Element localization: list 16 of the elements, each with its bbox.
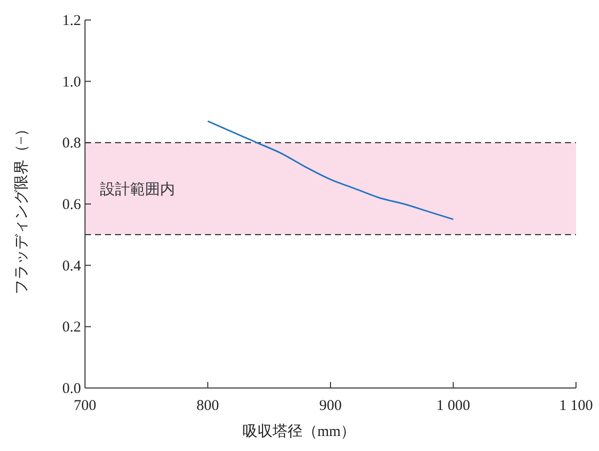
y-tick-label: 0.4 bbox=[62, 258, 82, 274]
line-series bbox=[207, 120, 454, 220]
x-tick-label: 700 bbox=[74, 398, 96, 414]
y-tick-label: 1.2 bbox=[62, 13, 81, 29]
x-tick-label: 900 bbox=[319, 398, 342, 414]
band-label: 設計範囲内 bbox=[100, 180, 175, 198]
x-tick-label: 1 100 bbox=[559, 398, 593, 414]
y-tick-label: 0.8 bbox=[62, 136, 81, 152]
y-tick-label: 0.0 bbox=[62, 381, 81, 397]
x-tick-label: 1 000 bbox=[436, 398, 470, 414]
y-axis-title: フラッディング限界（−） bbox=[14, 121, 30, 295]
y-tick-label: 1.0 bbox=[62, 74, 81, 90]
y-tick-label: 0.6 bbox=[62, 197, 82, 213]
y-tick-label: 0.2 bbox=[62, 320, 81, 336]
x-axis-title: 吸収塔径（mm） bbox=[242, 423, 356, 440]
x-tick-label: 800 bbox=[196, 398, 219, 414]
